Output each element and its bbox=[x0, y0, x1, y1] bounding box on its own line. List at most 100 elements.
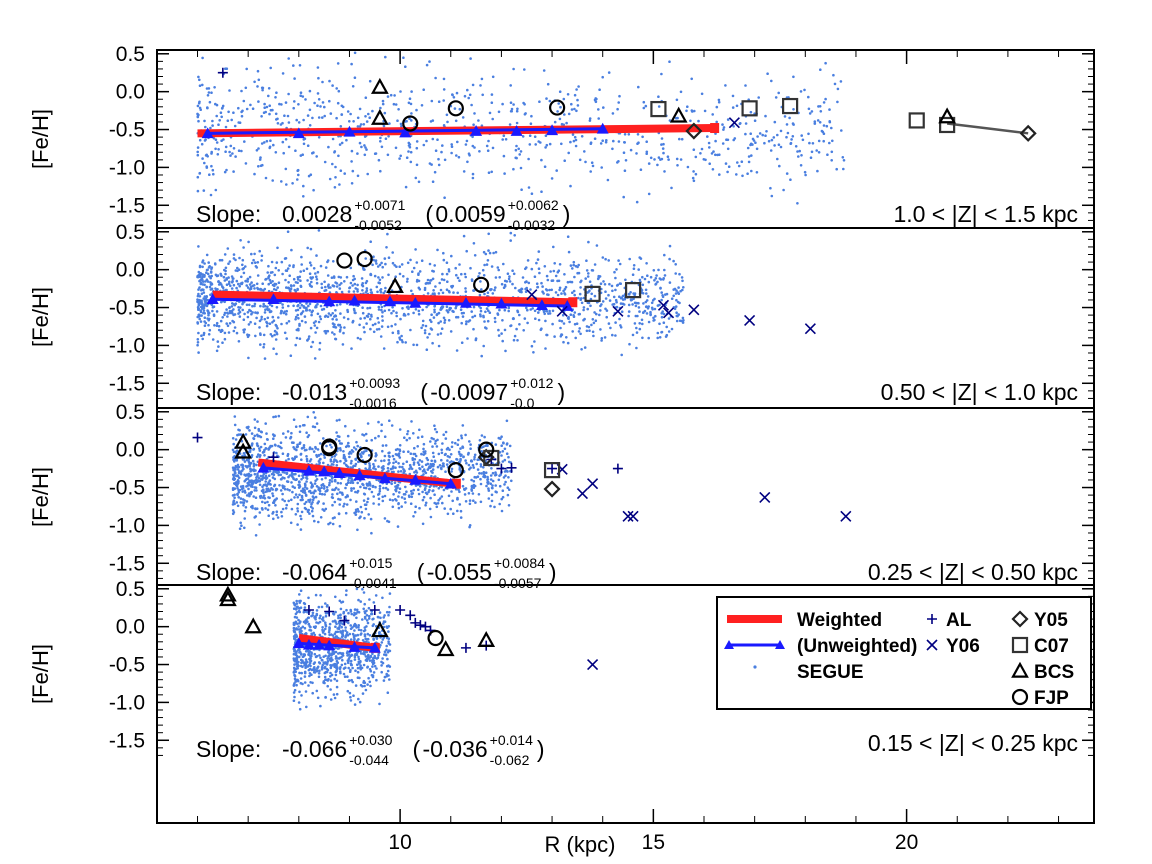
segue-point bbox=[566, 316, 570, 320]
segue-point bbox=[314, 272, 317, 275]
segue-point bbox=[232, 170, 235, 173]
segue-point bbox=[339, 312, 342, 315]
segue-point bbox=[433, 304, 437, 308]
segue-point bbox=[616, 107, 619, 111]
segue-point bbox=[208, 173, 211, 176]
segue-point bbox=[321, 101, 325, 104]
segue-point bbox=[243, 517, 246, 520]
segue-point bbox=[314, 618, 317, 621]
segue-point bbox=[804, 173, 807, 177]
segue-point bbox=[642, 311, 645, 314]
segue-point bbox=[815, 149, 818, 152]
segue-point bbox=[279, 473, 283, 477]
segue-point bbox=[359, 505, 363, 509]
segue-point bbox=[228, 260, 232, 263]
segue-point bbox=[227, 262, 230, 266]
segue-point bbox=[471, 484, 475, 488]
segue-point bbox=[220, 115, 223, 119]
segue-point bbox=[215, 324, 219, 328]
segue-point bbox=[307, 335, 311, 338]
segue-point bbox=[291, 490, 294, 494]
segue-point bbox=[347, 441, 350, 445]
slope-lower: -0.0052 bbox=[354, 217, 402, 233]
segue-point bbox=[344, 445, 348, 449]
segue-point bbox=[271, 271, 274, 274]
segue-point bbox=[615, 305, 619, 309]
segue-point bbox=[333, 186, 337, 189]
segue-point bbox=[368, 487, 372, 491]
segue-point bbox=[408, 495, 411, 499]
segue-point bbox=[577, 85, 580, 88]
segue-point bbox=[498, 502, 502, 506]
segue-point bbox=[254, 496, 258, 500]
segue-point bbox=[601, 139, 604, 142]
segue-point bbox=[384, 137, 388, 140]
segue-point bbox=[510, 107, 514, 111]
segue-point bbox=[431, 489, 435, 493]
segue-point bbox=[340, 282, 343, 285]
segue-point bbox=[374, 485, 377, 489]
segue-point bbox=[543, 265, 547, 268]
segue-point bbox=[315, 275, 318, 279]
segue-point bbox=[325, 444, 328, 448]
segue-point bbox=[657, 95, 660, 98]
segue-point bbox=[620, 353, 623, 357]
segue-point bbox=[292, 446, 295, 449]
panel-data bbox=[196, 229, 816, 360]
segue-point bbox=[317, 429, 321, 432]
slope-value: 0.0028 bbox=[282, 201, 352, 227]
segue-point bbox=[414, 505, 418, 509]
segue-point bbox=[405, 438, 409, 442]
segue-point bbox=[307, 684, 310, 687]
segue-point bbox=[523, 317, 527, 320]
segue-point bbox=[799, 90, 803, 93]
segue-point bbox=[346, 308, 349, 312]
segue-point bbox=[338, 599, 342, 603]
segue-point bbox=[327, 283, 330, 287]
segue-point bbox=[237, 121, 240, 124]
segue-point bbox=[554, 274, 558, 278]
segue-point bbox=[652, 316, 655, 320]
segue-point bbox=[441, 464, 445, 468]
segue-point bbox=[565, 336, 568, 339]
segue-point bbox=[318, 341, 322, 345]
segue-point bbox=[406, 305, 410, 309]
slope-alt-lower: -0.0057 bbox=[494, 575, 542, 591]
segue-point bbox=[380, 261, 383, 265]
segue-point bbox=[283, 310, 287, 314]
segue-point bbox=[280, 260, 284, 264]
segue-point bbox=[501, 102, 504, 106]
segue-point bbox=[642, 106, 646, 110]
segue-point bbox=[779, 145, 783, 149]
segue-point bbox=[819, 110, 823, 113]
segue-point bbox=[298, 324, 301, 327]
segue-point bbox=[480, 434, 484, 437]
segue-point bbox=[235, 331, 239, 335]
segue-point bbox=[496, 313, 500, 316]
segue-point bbox=[236, 487, 239, 490]
segue-point bbox=[274, 112, 278, 116]
segue-point bbox=[651, 299, 655, 302]
segue-point bbox=[303, 482, 307, 486]
segue-point bbox=[600, 166, 603, 169]
segue-point bbox=[503, 470, 507, 473]
segue-point bbox=[367, 513, 371, 516]
unweighted-point bbox=[206, 293, 219, 304]
segue-point bbox=[283, 476, 286, 480]
unweighted-point bbox=[495, 297, 508, 309]
segue-point bbox=[388, 605, 391, 609]
segue-point bbox=[590, 323, 593, 327]
segue-point bbox=[587, 272, 590, 275]
segue-point bbox=[302, 444, 306, 447]
segue-point bbox=[359, 317, 362, 320]
segue-point bbox=[566, 341, 570, 345]
segue-point bbox=[352, 120, 355, 123]
segue-point bbox=[372, 465, 376, 468]
segue-point bbox=[527, 157, 530, 161]
segue-point bbox=[378, 489, 382, 493]
segue-point bbox=[293, 77, 296, 80]
C07-point bbox=[782, 97, 799, 115]
segue-point bbox=[213, 324, 216, 327]
segue-point bbox=[270, 444, 274, 448]
segue-point bbox=[253, 80, 256, 84]
